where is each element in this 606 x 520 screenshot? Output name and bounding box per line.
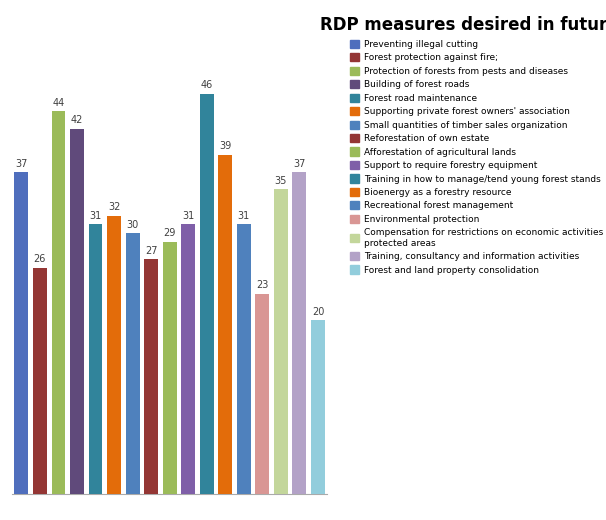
- Text: 31: 31: [238, 211, 250, 221]
- Text: 32: 32: [108, 202, 120, 212]
- Bar: [255, 294, 269, 494]
- Bar: [293, 172, 307, 494]
- Text: 35: 35: [275, 176, 287, 186]
- Bar: [70, 128, 84, 494]
- Bar: [144, 259, 158, 494]
- Bar: [218, 154, 232, 494]
- Text: 20: 20: [311, 306, 324, 317]
- Text: 42: 42: [71, 115, 83, 125]
- Bar: [33, 268, 47, 494]
- Bar: [237, 224, 251, 494]
- Text: 29: 29: [164, 228, 176, 238]
- Title: RDP measures desired in future: RDP measures desired in future: [320, 17, 606, 34]
- Bar: [274, 189, 288, 494]
- Text: 31: 31: [90, 211, 102, 221]
- Text: 30: 30: [127, 219, 139, 229]
- Bar: [107, 216, 121, 494]
- Bar: [125, 233, 139, 494]
- Legend: Preventing illegal cutting, Forest protection against fire;, Protection of fores: Preventing illegal cutting, Forest prote…: [347, 37, 606, 277]
- Text: 23: 23: [256, 280, 268, 290]
- Bar: [15, 172, 28, 494]
- Bar: [163, 242, 176, 494]
- Bar: [200, 94, 214, 494]
- Text: 26: 26: [34, 254, 46, 264]
- Text: 39: 39: [219, 141, 231, 151]
- Bar: [181, 224, 195, 494]
- Text: 44: 44: [52, 98, 65, 108]
- Text: 37: 37: [15, 159, 28, 168]
- Text: 27: 27: [145, 245, 158, 256]
- Text: 37: 37: [293, 159, 305, 168]
- Bar: [311, 320, 325, 494]
- Bar: [52, 111, 65, 494]
- Bar: [88, 224, 102, 494]
- Text: 46: 46: [201, 80, 213, 90]
- Text: 31: 31: [182, 211, 195, 221]
